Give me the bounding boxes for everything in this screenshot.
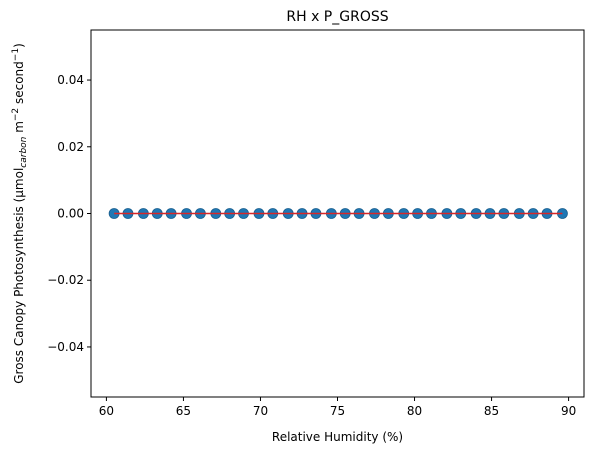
- y-axis-label-main: Gross Canopy Photosynthesis (µmol: [12, 168, 26, 384]
- x-tick-label: 80: [407, 404, 422, 418]
- x-tick-label: 70: [253, 404, 268, 418]
- y-axis-label-end1: second: [12, 61, 26, 108]
- x-tick-label: 85: [484, 404, 499, 418]
- x-axis-ticks: 60 65 70 75 80 85 90: [99, 397, 576, 418]
- y-axis-label-subscript: carbon: [19, 136, 29, 167]
- y-tick-label: 0.02: [57, 140, 84, 154]
- y-tick-label: 0.00: [57, 207, 84, 221]
- x-tick-label: 75: [330, 404, 345, 418]
- x-axis-label: Relative Humidity (%): [272, 430, 403, 444]
- y-axis-label-mid: m: [12, 121, 26, 137]
- y-axis-ticks: 0.04 0.02 0.00 −0.02 −0.04: [47, 73, 91, 354]
- y-axis-label-end2: ): [12, 43, 26, 48]
- y-axis-label-sup2: −1: [11, 48, 21, 61]
- y-tick-label: −0.04: [47, 340, 84, 354]
- y-axis-label: Gross Canopy Photosynthesis (µmolcarbon …: [11, 43, 29, 384]
- y-axis-label-sup1: −2: [11, 108, 21, 121]
- y-tick-label: 0.04: [57, 73, 84, 87]
- chart-title: RH x P_GROSS: [286, 9, 388, 25]
- x-tick-label: 90: [561, 404, 576, 418]
- x-tick-label: 60: [99, 404, 114, 418]
- x-tick-label: 65: [176, 404, 191, 418]
- y-tick-label: −0.02: [47, 273, 84, 287]
